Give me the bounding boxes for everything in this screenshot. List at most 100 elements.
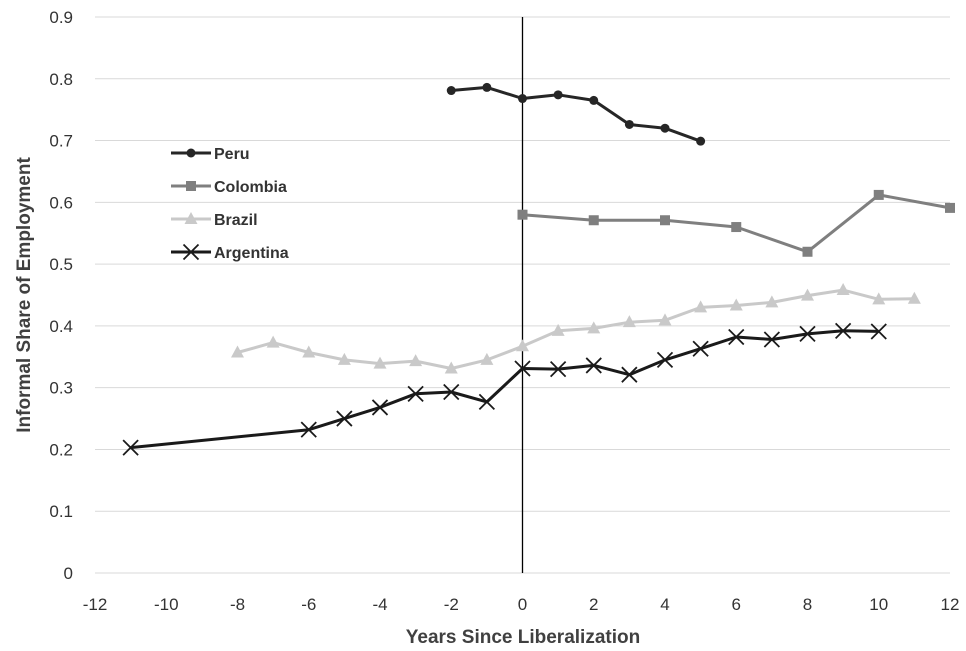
series-colombia	[517, 189, 955, 257]
data-point-peru	[553, 90, 563, 100]
y-tick-label: 0.8	[49, 70, 73, 89]
data-point-brazil	[409, 354, 423, 367]
data-point-brazil	[551, 323, 565, 336]
data-point-argentina	[763, 331, 781, 348]
series-argentina	[122, 322, 887, 456]
data-point-argentina	[621, 366, 638, 383]
x-marker-stroke	[870, 323, 887, 340]
y-tick-label: 0.1	[49, 502, 73, 521]
data-point-argentina	[799, 325, 816, 343]
y-tick-label: 0.6	[49, 193, 73, 212]
x-marker-stroke	[656, 351, 674, 369]
data-point-argentina	[336, 410, 353, 427]
data-point-argentina	[656, 351, 674, 369]
data-point-brazil	[694, 300, 708, 313]
legend-marker-colombia	[186, 181, 196, 191]
legend: Peru Colombia Brazil Argentina	[171, 146, 289, 262]
x-marker-stroke	[585, 357, 602, 374]
data-point-colombia	[660, 215, 670, 226]
data-point-colombia	[588, 215, 599, 226]
x-tick-label: 6	[732, 595, 741, 614]
x-tick-label: 4	[660, 595, 669, 614]
data-point-argentina	[371, 399, 389, 416]
series-line-brazil	[237, 288, 915, 370]
data-point-colombia	[517, 209, 528, 220]
data-point-colombia	[945, 202, 955, 213]
data-point-brazil	[337, 352, 351, 365]
legend-marker-brazil	[184, 212, 198, 224]
legend-label: Argentina	[214, 245, 289, 262]
x-tick-label: -10	[154, 595, 179, 614]
x-tick-label: 10	[869, 595, 888, 614]
data-point-peru	[660, 123, 670, 133]
data-point-brazil	[907, 291, 921, 304]
data-point-argentina	[870, 323, 887, 340]
series-line-argentina	[130, 329, 879, 450]
data-point-peru	[624, 119, 634, 129]
legend-item-argentina: Argentina	[171, 243, 289, 262]
y-tick-label: 0.4	[49, 317, 73, 336]
y-tick-label: 0.2	[49, 440, 73, 459]
data-point-argentina	[443, 383, 460, 401]
data-point-argentina	[300, 421, 317, 438]
x-marker-stroke	[478, 393, 496, 411]
data-point-brazil	[836, 283, 850, 296]
data-point-argentina	[514, 360, 531, 377]
x-marker-stroke	[549, 360, 567, 378]
data-point-brazil	[765, 295, 779, 308]
data-point-brazil	[729, 298, 743, 311]
x-marker-stroke	[300, 421, 317, 438]
x-marker-stroke	[122, 439, 139, 456]
data-point-peru	[696, 136, 706, 146]
data-point-argentina	[585, 357, 602, 374]
x-tick-label: -12	[83, 595, 108, 614]
x-tick-label: -6	[301, 595, 316, 614]
y-tick-label: 0.5	[49, 255, 73, 274]
x-marker-stroke	[443, 383, 460, 401]
data-point-argentina	[549, 360, 567, 378]
data-point-argentina	[692, 340, 709, 357]
x-marker-stroke	[336, 410, 353, 427]
y-axis-title: Informal Share of Employment	[14, 157, 35, 433]
x-marker-stroke	[834, 322, 852, 339]
legend-label: Peru	[214, 146, 250, 163]
data-point-brazil	[622, 315, 636, 328]
x-tick-label: -2	[444, 595, 459, 614]
y-axis-ticks: 0 0.1 0.2 0.3 0.4 0.5 0.6 0.7 0.8 0.9	[49, 8, 73, 583]
legend-label: Brazil	[214, 212, 258, 229]
x-marker-stroke	[763, 331, 781, 348]
series-line-peru	[451, 85, 702, 143]
x-tick-label: 0	[518, 595, 527, 614]
data-point-brazil	[872, 292, 886, 305]
data-point-colombia	[873, 189, 884, 200]
data-point-brazil	[373, 356, 387, 369]
legend-marker-argentina	[182, 243, 200, 261]
y-tick-label: 0.9	[49, 8, 73, 27]
x-marker-stroke	[799, 325, 816, 343]
y-tick-label: 0	[64, 564, 73, 583]
data-point-peru	[482, 82, 492, 92]
x-axis-title: Years Since Liberalization	[406, 627, 640, 648]
data-point-brazil	[801, 288, 814, 301]
x-tick-label: -4	[372, 595, 387, 614]
x-marker-stroke	[371, 399, 389, 416]
data-point-colombia	[802, 246, 813, 257]
data-point-argentina	[407, 385, 424, 402]
series-brazil	[231, 283, 921, 374]
data-point-colombia	[731, 222, 742, 233]
data-point-brazil	[480, 352, 494, 365]
x-axis-ticks: -12 -10 -8 -6 -4 -2 0 2 4 6 8 10 12	[83, 595, 960, 614]
legend-item-colombia: Colombia	[171, 179, 287, 196]
data-point-argentina	[728, 328, 745, 346]
x-tick-label: 2	[589, 595, 598, 614]
data-point-argentina	[122, 439, 139, 456]
data-point-brazil	[302, 345, 316, 358]
legend-label: Colombia	[214, 179, 287, 196]
data-point-peru	[518, 94, 527, 104]
data-point-brazil	[658, 313, 672, 326]
y-tick-label: 0.7	[49, 132, 73, 151]
x-marker-stroke	[692, 340, 709, 357]
y-tick-label: 0.3	[49, 379, 73, 398]
data-point-peru	[589, 95, 599, 105]
